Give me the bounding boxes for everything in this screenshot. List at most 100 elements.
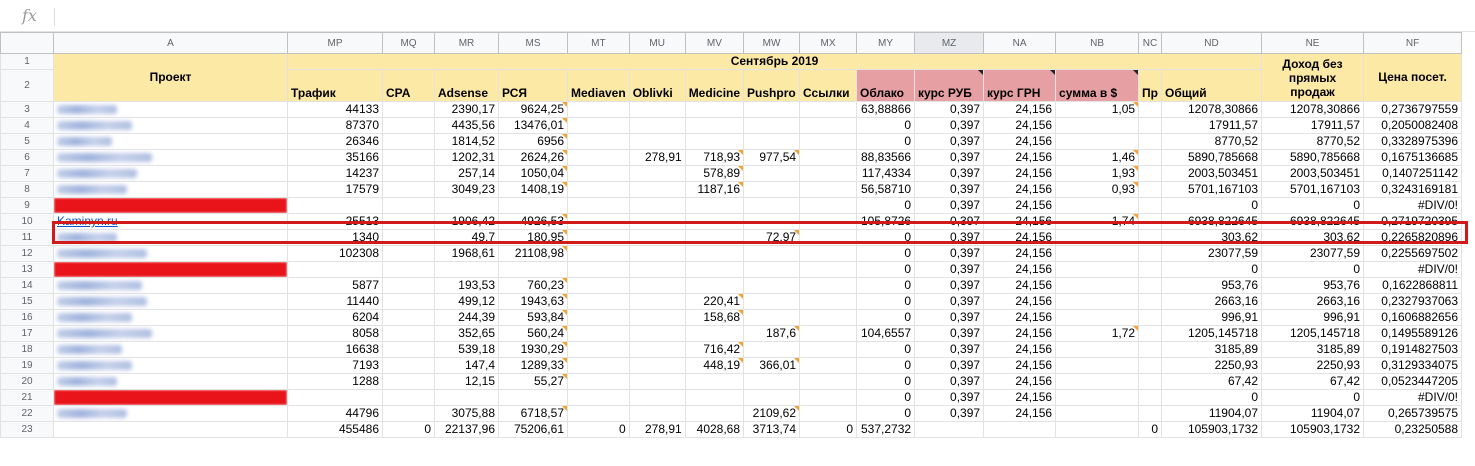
data-cell[interactable]: 0 [856, 309, 916, 326]
row-number[interactable]: 10 [0, 213, 54, 230]
data-cell[interactable] [628, 341, 686, 358]
data-cell[interactable] [567, 357, 630, 374]
data-cell[interactable]: 5890,785668 [1261, 149, 1365, 166]
data-cell[interactable]: 24,156 [983, 405, 1057, 422]
data-cell[interactable]: 0 [1261, 389, 1365, 406]
data-cell[interactable] [1055, 405, 1140, 422]
data-cell[interactable]: 147,4 [434, 357, 499, 374]
data-cell[interactable] [799, 261, 858, 278]
data-cell[interactable] [628, 133, 686, 150]
data-cell[interactable] [1055, 229, 1140, 246]
data-cell[interactable] [382, 293, 435, 310]
data-cell[interactable] [799, 117, 858, 134]
data-cell[interactable] [1055, 261, 1140, 278]
data-cell[interactable]: 0,397 [914, 197, 985, 214]
data-cell[interactable] [382, 261, 435, 278]
data-cell[interactable]: 26346 [287, 133, 383, 150]
table-row[interactable]: 10 Kaminyn.ru 25513 1906,42 4926,53 105,8726 0… [0, 213, 1463, 230]
data-cell[interactable]: 6938,822645 [1161, 213, 1263, 230]
project-cell[interactable] [53, 165, 288, 182]
data-cell[interactable] [628, 357, 686, 374]
data-cell[interactable] [1138, 101, 1163, 118]
data-cell[interactable]: 44796 [287, 405, 383, 422]
data-cell[interactable] [382, 405, 435, 422]
data-cell[interactable]: 21108,98 [498, 245, 568, 262]
data-cell[interactable]: 16638 [287, 341, 383, 358]
data-cell[interactable] [382, 277, 435, 294]
data-cell[interactable]: 117,4334 [856, 165, 916, 182]
data-cell[interactable]: 2663,16 [1161, 293, 1263, 310]
data-cell[interactable] [799, 373, 858, 390]
data-cell[interactable] [567, 245, 630, 262]
row-number[interactable]: 23 [0, 421, 54, 438]
project-link[interactable]: Kaminyn.ru [57, 214, 118, 229]
table-row[interactable]: 23 455486 0 22137,96 75206,61 0 278,91 4028,68 3… [0, 421, 1463, 438]
data-cell[interactable]: 0,265739575 [1363, 405, 1463, 422]
data-cell[interactable] [567, 101, 630, 118]
column-header-A[interactable]: A [53, 32, 288, 54]
data-cell[interactable]: 2003,503451 [1261, 165, 1365, 182]
data-cell[interactable]: 24,156 [983, 165, 1057, 182]
data-cell[interactable]: 22137,96 [434, 421, 499, 438]
data-cell[interactable]: 6718,57 [498, 405, 568, 422]
data-cell[interactable] [567, 165, 630, 182]
data-cell[interactable]: 0,1914827503 [1363, 341, 1463, 358]
data-cell[interactable] [1055, 245, 1140, 262]
data-cell[interactable] [382, 373, 435, 390]
data-cell[interactable]: 88,83566 [856, 149, 916, 166]
data-cell[interactable]: 3185,89 [1161, 341, 1263, 358]
data-cell[interactable]: 0,397 [914, 373, 985, 390]
row-number[interactable]: 19 [0, 357, 54, 374]
data-cell[interactable]: 0,397 [914, 405, 985, 422]
data-cell[interactable] [1138, 389, 1163, 406]
table-row[interactable]: 12 102308 1968,61 21108,98 0 0,397 24,156 23077… [0, 245, 1463, 262]
data-cell[interactable]: #DIV/0! [1363, 261, 1463, 278]
column-header-MU[interactable]: MU [628, 32, 686, 54]
data-cell[interactable] [1138, 277, 1163, 294]
data-cell[interactable]: 12,15 [434, 373, 499, 390]
data-cell[interactable] [628, 197, 686, 214]
data-cell[interactable] [567, 293, 630, 310]
data-cell[interactable]: 0 [856, 389, 916, 406]
data-cell[interactable] [628, 325, 686, 342]
data-cell[interactable]: 23077,59 [1161, 245, 1263, 262]
data-cell[interactable]: 4435,56 [434, 117, 499, 134]
data-cell[interactable] [1138, 405, 1163, 422]
data-cell[interactable] [799, 101, 858, 118]
data-cell[interactable] [382, 133, 435, 150]
column-header-ND[interactable]: ND [1161, 32, 1263, 54]
data-cell[interactable]: 0,397 [914, 165, 985, 182]
data-cell[interactable] [743, 261, 801, 278]
data-cell[interactable] [567, 133, 630, 150]
data-cell[interactable]: 55,27 [498, 373, 568, 390]
row-number[interactable]: 3 [0, 101, 54, 118]
data-cell[interactable] [1138, 213, 1163, 230]
data-cell[interactable] [1138, 229, 1163, 246]
data-cell[interactable] [684, 261, 745, 278]
data-cell[interactable]: 0,397 [914, 293, 985, 310]
data-cell[interactable] [567, 117, 630, 134]
data-cell[interactable]: 2250,93 [1261, 357, 1365, 374]
data-cell[interactable]: 25513 [287, 213, 383, 230]
data-cell[interactable]: 187,6 [743, 325, 801, 342]
data-cell[interactable] [628, 181, 686, 198]
data-cell[interactable]: 24,156 [983, 357, 1057, 374]
data-cell[interactable]: 760,23 [498, 277, 568, 294]
row-number[interactable]: 8 [0, 181, 54, 198]
data-cell[interactable]: 49,7 [434, 229, 499, 246]
data-cell[interactable]: 0,397 [914, 133, 985, 150]
data-cell[interactable] [567, 309, 630, 326]
row-number[interactable]: 2 [0, 69, 54, 102]
data-cell[interactable] [743, 213, 801, 230]
data-cell[interactable]: 24,156 [983, 101, 1057, 118]
data-cell[interactable]: 0 [856, 405, 916, 422]
data-cell[interactable] [743, 197, 801, 214]
data-cell[interactable]: 1814,52 [434, 133, 499, 150]
data-cell[interactable]: 24,156 [983, 149, 1057, 166]
data-cell[interactable]: 105903,1732 [1161, 421, 1263, 438]
data-cell[interactable]: 455486 [287, 421, 383, 438]
data-cell[interactable]: 0,397 [914, 277, 985, 294]
data-cell[interactable]: 0 [1138, 421, 1163, 438]
data-cell[interactable]: 24,156 [983, 245, 1057, 262]
data-cell[interactable] [1138, 325, 1163, 342]
